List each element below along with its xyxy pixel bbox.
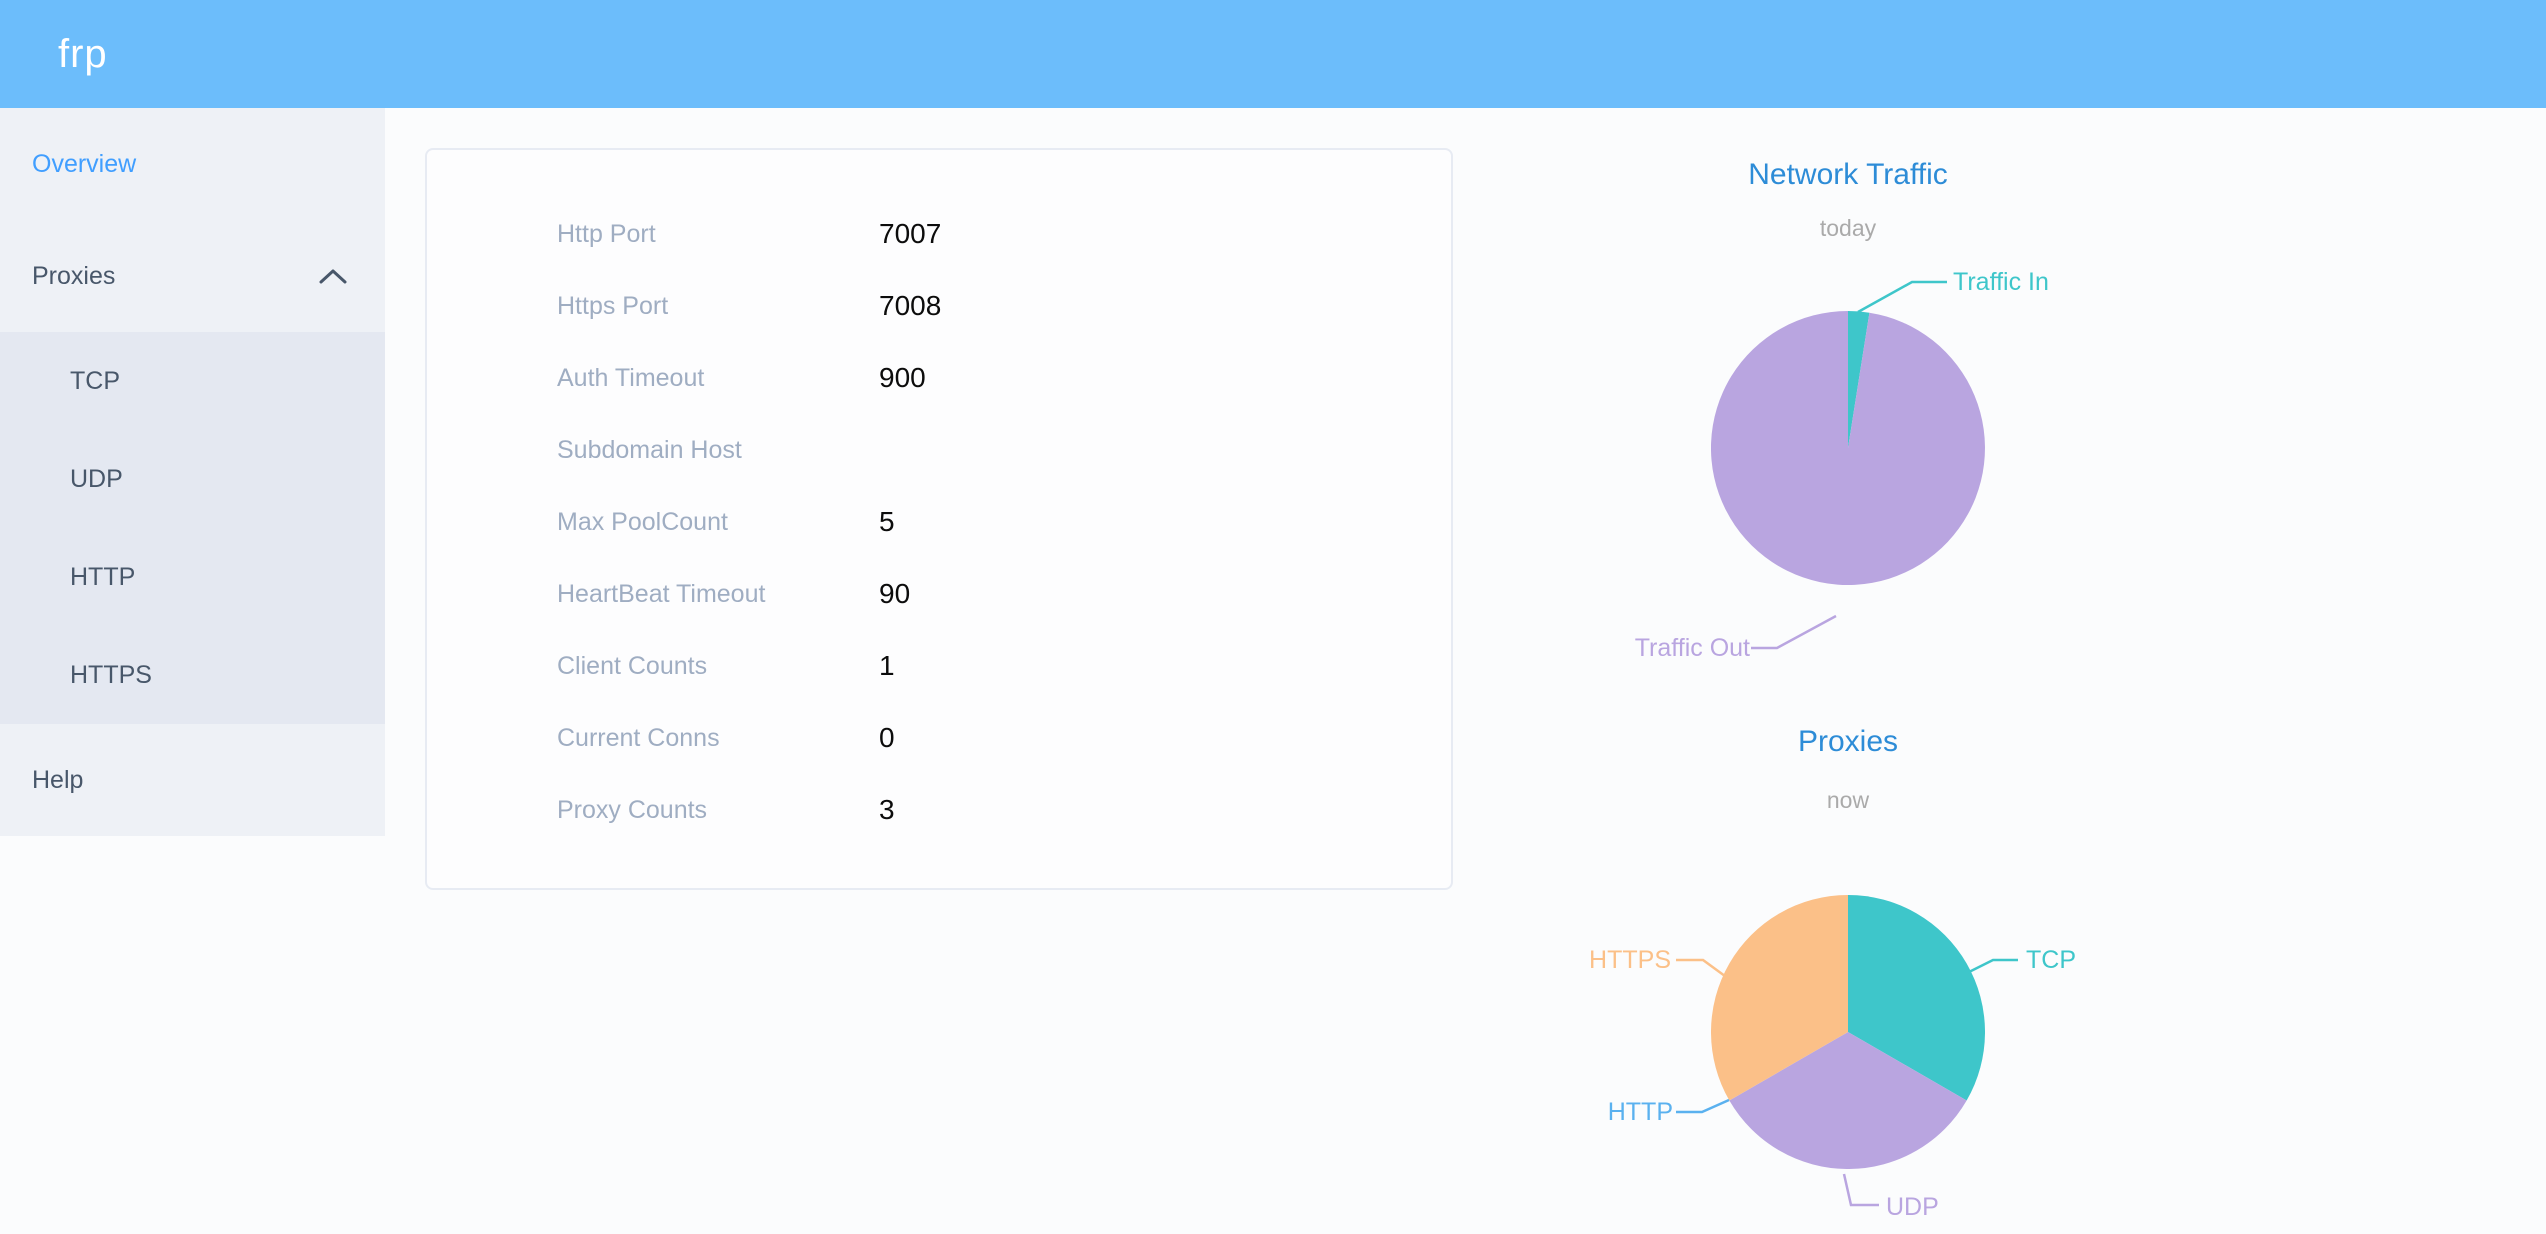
config-value: 90 [879, 578, 911, 609]
sidebar-item-help[interactable]: Help [0, 724, 385, 836]
pie-slice-traffic-in[interactable] [1848, 311, 1870, 448]
config-row-heartbeat-timeout: HeartBeat Timeout 90 [427, 558, 1451, 630]
config-label: Https Port [557, 291, 669, 320]
config-row-current-conns: Current Conns 0 [427, 702, 1451, 774]
sidebar-item-tcp-label: TCP [70, 366, 120, 395]
proxies-pie[interactable] [1711, 895, 1985, 1169]
sidebar-item-http-label: HTTP [70, 562, 136, 591]
sidebar-item-udp[interactable]: UDP [0, 430, 385, 528]
sidebar-item-tcp[interactable]: TCP [0, 332, 385, 430]
proxies-chart-title: Proxies [1797, 725, 1899, 758]
config-label: Subdomain Host [557, 435, 742, 464]
traffic-out-label: Traffic Out [1634, 634, 1750, 662]
config-row-proxy-counts: Proxy Counts 3 [427, 774, 1451, 846]
sidebar-item-overview-label: Overview [32, 149, 137, 178]
config-value: 7008 [879, 290, 942, 321]
config-row-client-counts: Client Counts 1 [427, 630, 1451, 702]
config-value: 0 [879, 722, 895, 753]
https-label: HTTPS [1589, 946, 1671, 974]
config-label: Client Counts [557, 651, 708, 680]
config-row-auth-timeout: Auth Timeout 900 [427, 342, 1451, 414]
udp-leader-line [1842, 1173, 1879, 1207]
config-label: Current Conns [557, 723, 720, 752]
network-traffic-pie[interactable] [1711, 311, 1985, 585]
network-traffic-title: Network Traffic [1748, 158, 1948, 191]
pie-slice-traffic-out[interactable] [1711, 311, 1985, 585]
proxies-chart-subtitle: now [1826, 787, 1870, 813]
pie-slice-tcp[interactable] [1848, 895, 1985, 1101]
sidebar-item-help-label: Help [32, 765, 84, 794]
chevron-up-icon [319, 269, 347, 284]
config-value: 7007 [879, 218, 942, 249]
config-label: HeartBeat Timeout [557, 579, 766, 608]
sidebar-nav: Overview Proxies TCP UDP HTTP HTTPS Help [0, 108, 385, 836]
tcp-label: TCP [2026, 946, 2076, 974]
config-row-http-port: Http Port 7007 [427, 198, 1451, 270]
sidebar-item-https-label: HTTPS [70, 660, 152, 689]
http-label: HTTP [1607, 1098, 1673, 1126]
network-traffic-subtitle: today [1819, 215, 1877, 241]
udp-label: UDP [1886, 1193, 1939, 1221]
sidebar-item-proxies-label: Proxies [32, 261, 116, 290]
pie-slice-udp[interactable] [1729, 1032, 1967, 1169]
sidebar-item-https[interactable]: HTTPS [0, 626, 385, 724]
config-label: Proxy Counts [557, 795, 708, 824]
sidebar-item-proxies[interactable]: Proxies [0, 220, 385, 332]
traffic-out-leader-line [1751, 614, 1837, 650]
pie-slice-https[interactable] [1711, 895, 1848, 1101]
config-value: 900 [879, 362, 926, 393]
config-value: 1 [879, 650, 895, 681]
app-header: frp [0, 0, 2546, 108]
config-value: 5 [879, 506, 895, 537]
app-logo: frp [58, 31, 108, 76]
proxies-submenu: TCP UDP HTTP HTTPS [0, 332, 385, 724]
traffic-in-leader-line [1857, 280, 1947, 314]
server-config-card: Http Port 7007 Https Port 7008 Auth Time… [425, 148, 1453, 890]
sidebar-item-overview[interactable]: Overview [0, 108, 385, 220]
traffic-in-label: Traffic In [1953, 268, 2049, 296]
config-label: Http Port [557, 219, 656, 248]
config-label: Max PoolCount [557, 507, 728, 536]
config-row-max-poolcount: Max PoolCount 5 [427, 486, 1451, 558]
config-row-subdomain-host: Subdomain Host [427, 414, 1451, 486]
sidebar-item-http[interactable]: HTTP [0, 528, 385, 626]
config-row-https-port: Https Port 7008 [427, 270, 1451, 342]
config-value: 3 [879, 794, 895, 825]
sidebar-item-udp-label: UDP [70, 464, 123, 493]
config-label: Auth Timeout [557, 363, 705, 392]
